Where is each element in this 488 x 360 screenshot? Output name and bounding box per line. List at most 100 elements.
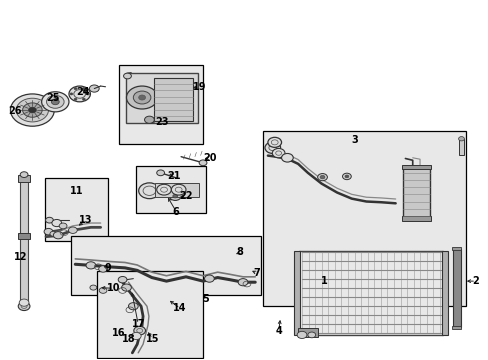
Text: 19: 19 bbox=[192, 82, 206, 93]
Circle shape bbox=[51, 99, 59, 105]
Circle shape bbox=[267, 137, 281, 147]
Circle shape bbox=[19, 299, 29, 306]
Text: 25: 25 bbox=[46, 93, 60, 103]
Bar bbox=[294, 251, 300, 335]
Circle shape bbox=[99, 266, 107, 272]
Circle shape bbox=[20, 172, 28, 177]
Bar bbox=[401, 216, 430, 221]
Bar bbox=[298, 328, 317, 337]
Circle shape bbox=[139, 183, 160, 199]
Circle shape bbox=[52, 220, 61, 226]
Circle shape bbox=[59, 223, 67, 229]
Circle shape bbox=[320, 175, 325, 179]
Text: 12: 12 bbox=[14, 252, 27, 262]
Bar bbox=[44, 178, 108, 241]
Text: 22: 22 bbox=[179, 191, 192, 201]
Bar bbox=[154, 78, 193, 121]
Text: 16: 16 bbox=[112, 328, 125, 338]
Circle shape bbox=[99, 288, 107, 293]
Circle shape bbox=[344, 175, 348, 178]
Text: 8: 8 bbox=[236, 247, 243, 257]
Circle shape bbox=[133, 91, 151, 104]
Circle shape bbox=[157, 170, 164, 176]
Circle shape bbox=[122, 284, 131, 291]
Text: 21: 21 bbox=[167, 171, 180, 181]
Circle shape bbox=[204, 275, 214, 282]
Text: 2: 2 bbox=[472, 276, 479, 286]
Circle shape bbox=[272, 148, 285, 158]
Circle shape bbox=[131, 332, 141, 339]
Circle shape bbox=[90, 285, 97, 290]
Circle shape bbox=[10, 94, 54, 126]
Circle shape bbox=[199, 160, 206, 166]
Bar bbox=[451, 326, 461, 329]
Bar bbox=[299, 251, 442, 335]
Circle shape bbox=[74, 98, 77, 100]
Circle shape bbox=[157, 184, 171, 195]
Bar bbox=[20, 178, 28, 307]
Text: 14: 14 bbox=[173, 303, 186, 314]
Circle shape bbox=[458, 136, 464, 141]
Circle shape bbox=[171, 184, 185, 195]
Text: 23: 23 bbox=[155, 117, 168, 127]
Bar bbox=[441, 251, 447, 335]
Circle shape bbox=[41, 92, 69, 112]
Circle shape bbox=[44, 228, 53, 235]
Circle shape bbox=[126, 86, 158, 109]
Circle shape bbox=[45, 217, 53, 223]
Circle shape bbox=[82, 87, 85, 90]
Text: 1: 1 bbox=[320, 276, 326, 286]
Text: 20: 20 bbox=[203, 153, 217, 163]
Text: 18: 18 bbox=[122, 333, 135, 343]
Circle shape bbox=[317, 174, 327, 181]
Circle shape bbox=[18, 302, 30, 311]
Circle shape bbox=[28, 107, 36, 113]
Circle shape bbox=[307, 332, 315, 338]
Circle shape bbox=[50, 231, 57, 236]
Circle shape bbox=[297, 331, 306, 338]
Text: 6: 6 bbox=[172, 207, 179, 217]
Circle shape bbox=[118, 276, 127, 283]
Text: 9: 9 bbox=[104, 263, 111, 273]
Bar bbox=[401, 165, 430, 169]
Bar bbox=[458, 139, 463, 155]
Text: 11: 11 bbox=[69, 186, 83, 197]
Text: 3: 3 bbox=[351, 135, 358, 145]
Bar bbox=[18, 233, 30, 239]
Circle shape bbox=[69, 86, 90, 102]
Circle shape bbox=[53, 231, 63, 239]
Bar bbox=[119, 65, 203, 144]
Circle shape bbox=[281, 153, 293, 162]
Text: 5: 5 bbox=[202, 294, 208, 304]
Circle shape bbox=[264, 142, 280, 153]
Bar bbox=[18, 175, 30, 182]
Circle shape bbox=[169, 192, 181, 201]
Text: 4: 4 bbox=[275, 326, 282, 336]
Circle shape bbox=[46, 95, 64, 108]
Text: 26: 26 bbox=[9, 106, 22, 116]
Text: 13: 13 bbox=[79, 215, 93, 225]
Circle shape bbox=[238, 279, 247, 286]
Circle shape bbox=[144, 116, 154, 123]
Circle shape bbox=[70, 93, 73, 95]
Text: 7: 7 bbox=[253, 268, 260, 278]
Bar bbox=[125, 73, 197, 123]
Bar bbox=[452, 249, 460, 327]
Bar bbox=[97, 271, 203, 357]
Bar bbox=[451, 247, 461, 250]
Circle shape bbox=[134, 326, 145, 335]
Circle shape bbox=[139, 95, 145, 100]
Circle shape bbox=[123, 73, 131, 79]
Text: 10: 10 bbox=[107, 283, 121, 293]
Bar bbox=[402, 167, 429, 220]
Circle shape bbox=[74, 87, 77, 90]
Bar bbox=[136, 166, 205, 213]
Bar bbox=[262, 131, 466, 306]
Text: 17: 17 bbox=[131, 319, 144, 329]
Circle shape bbox=[128, 303, 138, 310]
Circle shape bbox=[22, 103, 42, 117]
Circle shape bbox=[172, 194, 177, 198]
Circle shape bbox=[68, 227, 77, 233]
Circle shape bbox=[342, 173, 350, 180]
Circle shape bbox=[86, 262, 96, 269]
